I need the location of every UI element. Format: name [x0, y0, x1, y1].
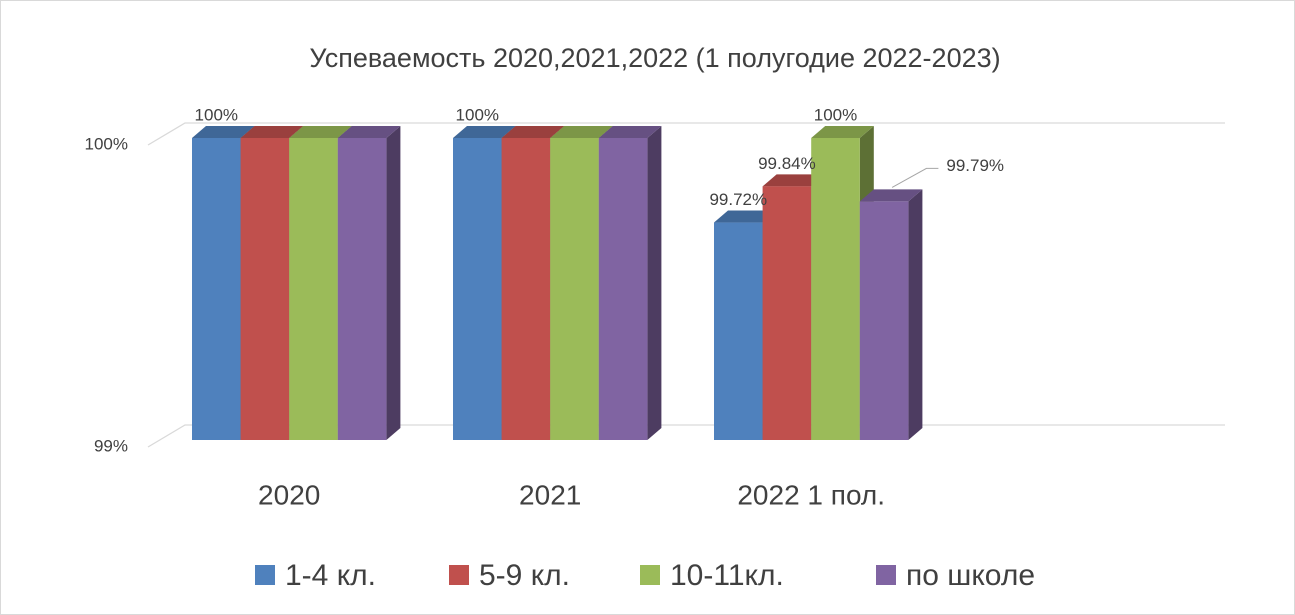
bar-top	[192, 126, 255, 138]
y-tick-label: 100%	[85, 134, 128, 153]
bar	[550, 138, 599, 440]
grid-line	[147, 122, 1225, 146]
legend-label: по школе	[906, 559, 1035, 592]
data-label: 99.72%	[709, 190, 767, 209]
bar	[714, 222, 763, 440]
bar-top	[762, 174, 826, 187]
data-label: 100%	[814, 105, 857, 124]
bar	[289, 138, 338, 440]
bar-side	[386, 126, 401, 440]
x-tick-label: 2021	[519, 479, 581, 510]
legend-label: 10-11кл.	[670, 559, 784, 592]
legend-swatch	[876, 565, 896, 585]
x-tick-label: 2020	[258, 479, 320, 510]
legend-label: 5-9 кл.	[479, 559, 570, 592]
bar	[453, 138, 502, 440]
data-label: 99.84%	[758, 154, 816, 173]
leader-line	[891, 167, 939, 188]
bar	[762, 186, 812, 440]
bar-top	[337, 126, 401, 138]
bar-side	[647, 126, 662, 440]
bar-top	[550, 126, 613, 138]
y-tick-label: 99%	[94, 436, 128, 455]
bar	[859, 201, 909, 440]
legend-swatch	[640, 565, 660, 585]
legend-label: 1-4 кл.	[285, 559, 376, 592]
bar-top	[859, 189, 923, 202]
bar	[192, 138, 241, 440]
bar	[337, 138, 387, 440]
chart-title: Успеваемость 2020,2021,2022 (1 полугодие…	[309, 43, 1000, 73]
bar	[598, 138, 648, 440]
bar-top	[289, 126, 352, 138]
data-label: 100%	[456, 105, 499, 124]
bar	[501, 138, 551, 440]
data-label: 99.79%	[946, 156, 1004, 175]
bar-top	[453, 126, 516, 138]
data-label: 100%	[195, 105, 238, 124]
bar	[240, 138, 290, 440]
bar-side	[908, 189, 923, 440]
bar-top	[240, 126, 304, 138]
bar	[811, 138, 860, 440]
x-tick-label: 2022 1 пол.	[737, 479, 885, 510]
bar-top	[714, 210, 777, 223]
bar-top	[811, 126, 874, 138]
legend-swatch	[255, 565, 275, 585]
legend-swatch	[449, 565, 469, 585]
bar-top	[501, 126, 565, 138]
bar-top	[598, 126, 662, 138]
